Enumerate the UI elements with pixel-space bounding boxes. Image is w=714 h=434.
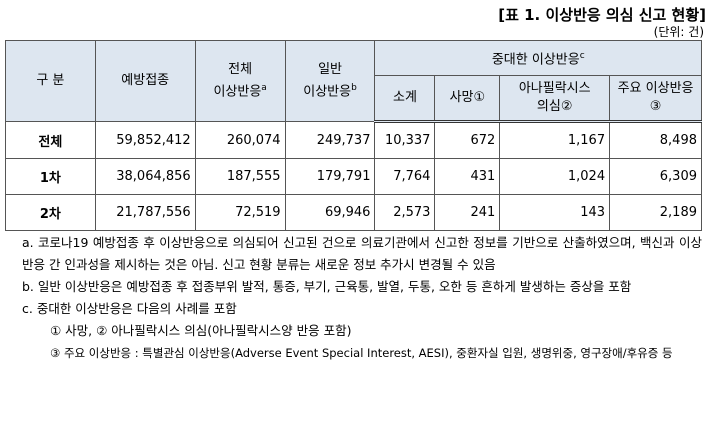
table-cell: 672	[434, 121, 501, 159]
table-cell: 143	[499, 194, 611, 231]
table-cell: 21,787,556	[94, 194, 196, 231]
note: c. 중대한 이상반응은 다음의 사례를 포함	[22, 301, 237, 316]
table-cell: 187,555	[194, 158, 286, 195]
table-row: 1차 38,064,856 187,555 179,791 7,764 431 1,024 6…	[5, 158, 702, 195]
table-row: 전체 59,852,412 260,074 249,737 10,337 672 1,167…	[5, 121, 702, 159]
header-cell: 예방접종	[94, 40, 196, 122]
note: b. 일반 이상반응은 예방접종 후 접종부위 발적, 통증, 부기, 근육통,…	[22, 279, 632, 294]
notes: a. 코로나19 예방접종 후 이상반응으로 의심되어 신고된 건으로 의료기관…	[22, 232, 702, 364]
table-cell: 2,189	[609, 194, 702, 231]
header-text: 일반	[318, 61, 342, 77]
footnote-mark: c	[579, 50, 585, 61]
table-row: 2차 21,787,556 72,519 69,946 2,573 241 143 2,189	[5, 194, 702, 231]
row-label: 2차	[5, 194, 96, 231]
table-cell: 2,573	[374, 194, 436, 231]
header-cell: 소계	[374, 75, 436, 123]
table-cell: 241	[434, 194, 501, 231]
table-cell: 59,852,412	[94, 121, 196, 159]
table-cell: 1,167	[499, 121, 611, 159]
header-cell: 주요 이상반응 ③	[609, 75, 702, 123]
row-label: 전체	[5, 121, 96, 159]
header-cell: 구 분	[5, 40, 96, 122]
table-body: 전체 59,852,412 260,074 249,737 10,337 672 1,167…	[5, 121, 702, 231]
table-cell: 1,024	[499, 158, 611, 195]
table-cell: 260,074	[194, 121, 286, 159]
header-text: 전체	[228, 61, 253, 77]
header-cell: 사망①	[434, 75, 501, 123]
unit-label: (단위: 건)	[653, 25, 704, 39]
table-title: [표 1. 이상반응 의심 신고 현황]	[498, 6, 706, 24]
note: ① 사망, ② 아나필락시스 의심(아나필락시스양 반응 포함)	[50, 323, 352, 338]
data-table: 구 분 예방접종 전체 이상반응a 일반 이상반응b 중대한 이상반응c 소계 사망…	[5, 40, 702, 231]
table-cell: 179,791	[284, 158, 376, 195]
header-text: 이상반응	[213, 84, 262, 100]
header-text: 중대한 이상반응	[491, 52, 580, 68]
footnote-mark: a	[261, 82, 267, 93]
header-text: 아나필락시스	[518, 81, 591, 96]
header-cell: 중대한 이상반응c	[374, 40, 702, 76]
table-cell: 7,764	[374, 158, 436, 195]
table-cell: 69,946	[284, 194, 376, 231]
table-cell: 249,737	[284, 121, 376, 159]
row-label: 1차	[5, 158, 96, 195]
note: a. 코로나19 예방접종 후 이상반응으로 의심되어 신고된 건으로 의료기관…	[22, 235, 702, 272]
footnote-mark: b	[351, 82, 357, 93]
table-cell: 10,337	[374, 121, 436, 159]
header-text: ③	[649, 99, 662, 114]
note: ③ 주요 이상반응 : 특별관심 이상반응(Adverse Event Spec…	[50, 346, 673, 360]
table-head: 구 분 예방접종 전체 이상반응a 일반 이상반응b 중대한 이상반응c 소계 사망…	[5, 40, 702, 123]
header-text: 이상반응	[303, 84, 352, 100]
table-cell: 38,064,856	[94, 158, 196, 195]
table-cell: 431	[434, 158, 501, 195]
header-text: 의심②	[536, 99, 573, 114]
header-row: 구 분 예방접종 전체 이상반응a 일반 이상반응b 중대한 이상반응c	[5, 40, 702, 122]
table-cell: 6,309	[609, 158, 702, 195]
table-cell: 72,519	[194, 194, 286, 231]
table-cell: 8,498	[609, 121, 702, 159]
header-text: 주요 이상반응	[617, 81, 694, 96]
